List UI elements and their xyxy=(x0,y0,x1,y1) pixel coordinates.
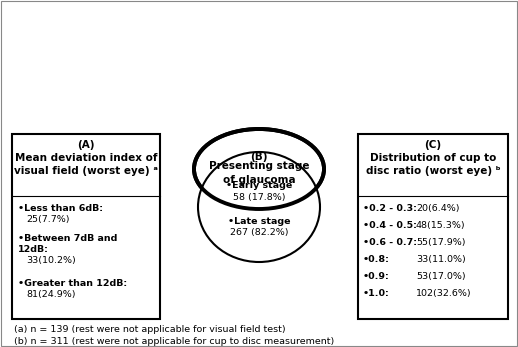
Text: •0.2 - 0.3:: •0.2 - 0.3: xyxy=(363,204,417,213)
Text: 33(11.0%): 33(11.0%) xyxy=(416,255,466,264)
Text: •0.4 - 0.5:: •0.4 - 0.5: xyxy=(363,221,417,230)
Text: 48(15.3%): 48(15.3%) xyxy=(416,221,466,230)
Text: Distribution of cup to
disc ratio (worst eye) ᵇ: Distribution of cup to disc ratio (worst… xyxy=(366,153,500,176)
Text: 20(6.4%): 20(6.4%) xyxy=(416,204,459,213)
Text: (b) n = 311 (rest were not applicable for cup to disc measurement): (b) n = 311 (rest were not applicable fo… xyxy=(14,337,334,346)
Text: (a) n = 139 (rest were not applicable for visual field test): (a) n = 139 (rest were not applicable fo… xyxy=(14,325,285,334)
Text: 33(10.2%): 33(10.2%) xyxy=(26,256,76,265)
Text: 102(32.6%): 102(32.6%) xyxy=(416,289,471,298)
Text: 55(17.9%): 55(17.9%) xyxy=(416,238,466,247)
Text: •Early stage: •Early stage xyxy=(226,180,292,189)
Text: •0.6 - 0.7:: •0.6 - 0.7: xyxy=(363,238,417,247)
Text: •1.0:: •1.0: xyxy=(363,289,390,298)
Text: •Between 7dB and
12dB:: •Between 7dB and 12dB: xyxy=(18,234,118,254)
Text: (C): (C) xyxy=(424,140,441,150)
Text: 58 (17.8%): 58 (17.8%) xyxy=(233,193,285,202)
Ellipse shape xyxy=(194,129,324,209)
Text: 25(7.7%): 25(7.7%) xyxy=(26,215,69,224)
Text: •Less than 6dB:: •Less than 6dB: xyxy=(18,204,103,213)
Text: Presenting stage
of glaucoma: Presenting stage of glaucoma xyxy=(209,161,309,185)
Bar xyxy=(12,134,160,319)
Text: •Greater than 12dB:: •Greater than 12dB: xyxy=(18,279,127,288)
Text: (B): (B) xyxy=(250,152,268,162)
Text: Mean deviation index of
visual field (worst eye) ᵃ: Mean deviation index of visual field (wo… xyxy=(14,153,158,176)
Bar xyxy=(358,134,508,319)
Ellipse shape xyxy=(198,152,320,262)
Text: 53(17.0%): 53(17.0%) xyxy=(416,272,466,281)
Text: •0.8:: •0.8: xyxy=(363,255,390,264)
Text: •0.9:: •0.9: xyxy=(363,272,390,281)
Text: •Late stage: •Late stage xyxy=(228,217,290,226)
Text: 267 (82.2%): 267 (82.2%) xyxy=(230,229,288,237)
Text: (A): (A) xyxy=(77,140,95,150)
Text: 81(24.9%): 81(24.9%) xyxy=(26,290,76,299)
